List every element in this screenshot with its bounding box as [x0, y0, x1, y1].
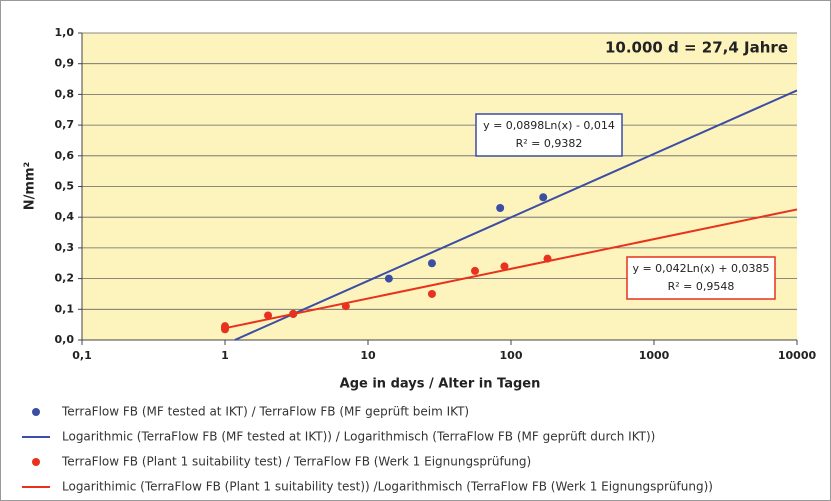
- y-tick-label: 0,8: [55, 87, 75, 100]
- y-tick-label: 0,0: [55, 333, 75, 346]
- x-tick-label: 10: [360, 349, 376, 362]
- point: [427, 289, 436, 298]
- point: [543, 254, 552, 263]
- point: [289, 309, 298, 318]
- equation-text: R² = 0,9382: [516, 137, 583, 150]
- equation-box: [626, 256, 776, 300]
- point: [500, 262, 509, 271]
- point: [384, 274, 393, 283]
- y-axis-label: N/mm²: [23, 162, 38, 210]
- equation-text: y = 0,042Ln(x) + 0,0385: [632, 262, 769, 275]
- trend-line: [234, 89, 798, 341]
- legend-marker: [32, 408, 40, 416]
- legend-label: Logarithmic (TerraFlow FB (MF tested at …: [62, 430, 655, 444]
- x-tick-label: 0,1: [72, 349, 92, 362]
- point: [470, 266, 479, 275]
- x-tick-label: 100: [500, 349, 523, 362]
- legend-marker: [32, 458, 40, 466]
- y-tick-label: 0,9: [55, 57, 75, 70]
- annotation: 10.000 d = 27,4 Jahre: [605, 39, 788, 57]
- x-tick-label: 1000: [639, 349, 670, 362]
- equation-text: y = 0,0898Ln(x) - 0,014: [483, 119, 615, 132]
- y-tick-label: 0,7: [55, 118, 75, 131]
- point: [341, 302, 350, 311]
- legend-label: Logarithimic (TerraFlow FB (Plant 1 suit…: [62, 480, 713, 494]
- legend-label: TerraFlow FB (MF tested at IKT) / TerraF…: [61, 405, 469, 419]
- y-tick-label: 0,6: [55, 149, 75, 162]
- point: [264, 311, 273, 320]
- equation-text: R² = 0,9548: [668, 280, 735, 293]
- y-tick-label: 0,1: [55, 302, 75, 315]
- point: [221, 325, 229, 334]
- y-tick-label: 0,2: [55, 272, 75, 285]
- y-tick-label: 0,3: [55, 241, 75, 254]
- point: [427, 259, 436, 268]
- y-tick-label: 1,0: [55, 26, 75, 39]
- y-tick-label: 0,4: [55, 210, 75, 223]
- x-axis-label: Age in days / Alter in Tagen: [340, 377, 541, 392]
- x-tick-label: 10000: [778, 349, 817, 362]
- point: [539, 193, 548, 202]
- y-tick-label: 0,5: [55, 180, 75, 193]
- x-tick-label: 1: [221, 349, 229, 362]
- trend-line: [224, 208, 798, 330]
- legend-label: TerraFlow FB (Plant 1 suitability test) …: [61, 455, 531, 469]
- point: [496, 203, 505, 212]
- equation-box: [475, 113, 623, 157]
